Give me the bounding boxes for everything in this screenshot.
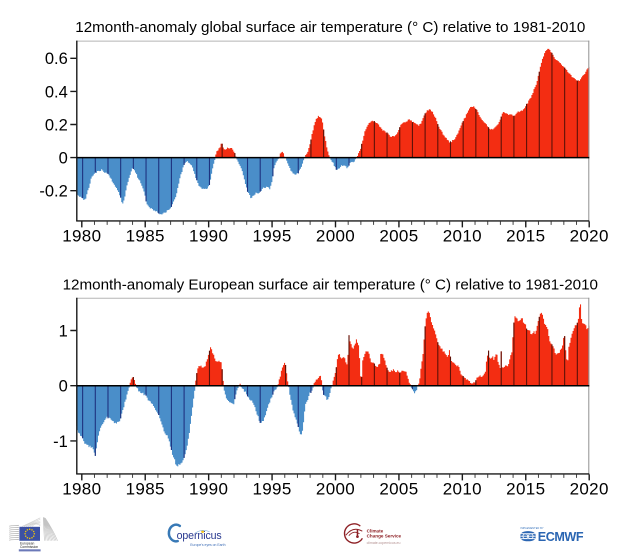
svg-text:-1: -1 <box>53 433 68 451</box>
svg-text:1990: 1990 <box>189 480 228 499</box>
svg-text:Climate: Climate <box>367 529 384 534</box>
svg-text:-0.2: -0.2 <box>39 183 67 201</box>
svg-text:2005: 2005 <box>379 227 418 246</box>
svg-text:2010: 2010 <box>443 480 482 499</box>
svg-text:European: European <box>20 542 34 546</box>
svg-text:Change Service: Change Service <box>367 534 402 539</box>
svg-text:0.2: 0.2 <box>45 116 68 134</box>
svg-text:climate.copernicus.eu: climate.copernicus.eu <box>367 541 401 545</box>
svg-text:2020: 2020 <box>570 480 609 499</box>
svg-text:Commission: Commission <box>20 545 38 549</box>
svg-text:2020: 2020 <box>570 227 609 246</box>
svg-text:ECMWF: ECMWF <box>538 530 584 544</box>
svg-text:1985: 1985 <box>126 227 165 246</box>
svg-text:2000: 2000 <box>316 227 355 246</box>
svg-text:2005: 2005 <box>379 480 418 499</box>
svg-text:2000: 2000 <box>316 480 355 499</box>
svg-text:1990: 1990 <box>189 227 228 246</box>
svg-text:opernicus: opernicus <box>177 530 222 542</box>
svg-text:1: 1 <box>59 322 68 340</box>
svg-text:Europe’s eyes on Earth: Europe’s eyes on Earth <box>190 543 225 547</box>
svg-text:0.6: 0.6 <box>45 50 68 68</box>
svg-text:1980: 1980 <box>62 227 101 246</box>
svg-text:12month-anomaly European surfa: 12month-anomaly European surface air tem… <box>63 276 598 293</box>
svg-text:2010: 2010 <box>443 227 482 246</box>
svg-text:12month-anomaly global surface: 12month-anomaly global surface air tempe… <box>75 19 585 36</box>
svg-text:2015: 2015 <box>506 227 545 246</box>
svg-text:0: 0 <box>59 378 68 396</box>
svg-text:0.4: 0.4 <box>45 83 68 101</box>
svg-text:1985: 1985 <box>126 480 165 499</box>
svg-text:1980: 1980 <box>62 480 101 499</box>
svg-text:1995: 1995 <box>252 227 291 246</box>
svg-text:IMPLEMENTED BY: IMPLEMENTED BY <box>521 527 544 530</box>
svg-text:0: 0 <box>59 150 68 168</box>
svg-text:1995: 1995 <box>252 480 291 499</box>
svg-text:2015: 2015 <box>506 480 545 499</box>
